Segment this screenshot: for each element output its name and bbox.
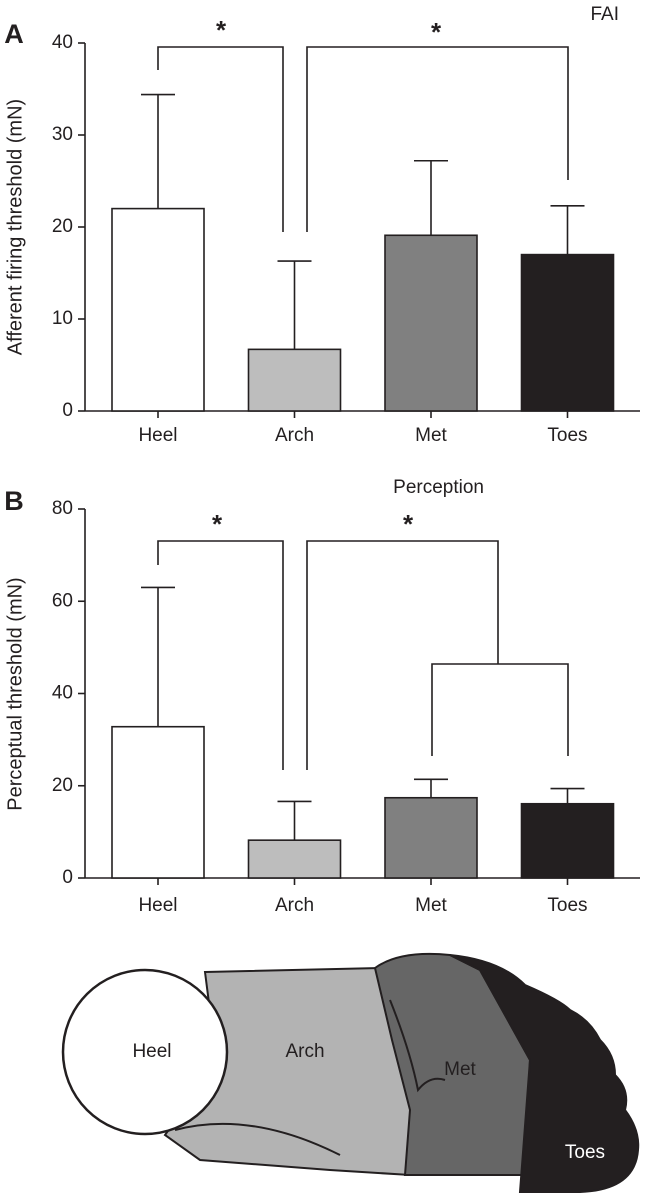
y-tick-label: 10 (52, 308, 73, 329)
y-tick-label: 80 (52, 498, 73, 519)
significance-star: * (212, 509, 223, 539)
x-tick-label: Toes (547, 895, 587, 916)
x-tick-label: Met (415, 425, 447, 446)
bar (384, 796, 478, 879)
x-tick-label: Heel (138, 425, 177, 446)
foot-diagram: Heel Arch Met Toes (61, 952, 640, 1193)
bar (520, 253, 615, 412)
significance-star: * (431, 17, 442, 47)
x-tick-label: Heel (138, 895, 177, 916)
y-tick-label: 40 (52, 683, 73, 704)
y-tick-label: 20 (52, 775, 73, 796)
significance-star: * (403, 509, 414, 539)
panel-label: A (4, 19, 24, 49)
x-tick-label: Arch (275, 425, 314, 446)
brackets (157, 46, 569, 770)
y-tick-label: 20 (52, 216, 73, 237)
bar (247, 348, 342, 412)
significance-star: * (216, 15, 227, 45)
x-tick-label: Toes (547, 425, 587, 446)
panel-label: B (4, 486, 24, 516)
bar (111, 725, 205, 879)
y-tick-label: 0 (62, 867, 73, 888)
y-axis-label: Perceptual threshold (mN) (4, 577, 26, 810)
region-label: Heel (132, 1041, 171, 1062)
x-tick-label: Met (415, 895, 447, 916)
bar (247, 839, 342, 879)
bar (384, 234, 478, 412)
region-label: Met (444, 1059, 476, 1080)
bar (111, 207, 205, 412)
bar (520, 802, 615, 879)
region-label: Toes (565, 1142, 605, 1163)
chart-title: Perception (393, 477, 484, 498)
y-tick-label: 60 (52, 590, 73, 611)
x-tick-label: Arch (275, 895, 314, 916)
region-label: Arch (285, 1041, 324, 1062)
y-axis-label: Afferent firing threshold (mN) (4, 99, 26, 355)
chart-title: FAI (590, 4, 619, 25)
y-tick-label: 40 (52, 32, 73, 53)
y-tick-label: 30 (52, 124, 73, 145)
y-tick-label: 0 (62, 400, 73, 421)
